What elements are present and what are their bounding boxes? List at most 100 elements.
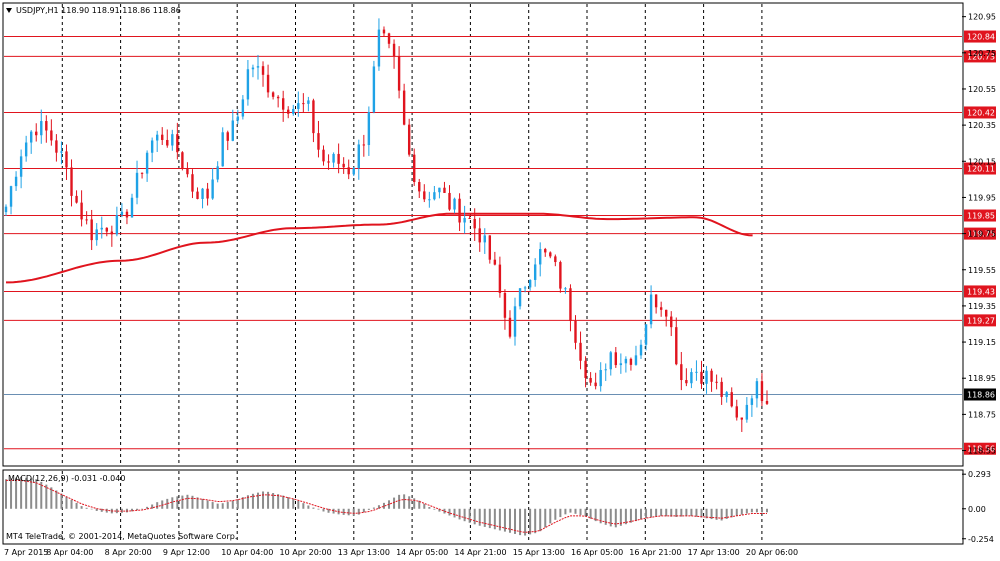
candle-body <box>90 219 93 241</box>
candle-body <box>614 352 618 366</box>
macd-bar <box>655 508 658 517</box>
macd-bar <box>423 503 426 509</box>
candle-body <box>19 156 23 177</box>
macd-bar <box>241 497 244 509</box>
macd-bar <box>130 508 133 512</box>
candle-body <box>95 229 98 241</box>
macd-bar <box>766 508 768 513</box>
macd-bar <box>141 508 144 510</box>
macd-bar <box>534 508 537 534</box>
macd-bar <box>650 508 653 518</box>
macd-bar <box>675 508 678 517</box>
macd-bar <box>710 508 713 520</box>
macd-bar <box>302 503 305 509</box>
candle-body <box>176 134 179 153</box>
price-tick-label: 120.35 <box>968 121 996 130</box>
candle-body <box>760 381 764 402</box>
candle-body <box>665 309 668 317</box>
candle-body <box>634 355 638 365</box>
candle-body <box>619 363 623 366</box>
candle-body <box>574 320 577 343</box>
macd-bar <box>5 479 7 509</box>
candle-body <box>55 140 58 153</box>
price-tick-label: 118.75 <box>968 410 996 419</box>
macd-bar <box>760 508 763 513</box>
macd-bar <box>579 508 582 515</box>
candle-body <box>418 182 421 192</box>
candle-body <box>518 288 522 307</box>
macd-bar <box>186 494 189 509</box>
moving-average <box>6 212 753 284</box>
macd-bar <box>705 508 708 519</box>
candle-body <box>443 187 446 193</box>
candle-body <box>161 134 164 140</box>
candle-body <box>720 381 723 397</box>
macd-bar <box>287 497 290 509</box>
candle-body <box>654 294 658 308</box>
candle-body <box>4 206 8 213</box>
macd-tick-label: 0.00 <box>968 505 986 514</box>
candle-body <box>317 133 320 150</box>
time-tick-label: 7 Apr 2015 <box>4 548 48 557</box>
candle-body <box>468 218 471 220</box>
macd-bar <box>544 508 547 528</box>
candle-body <box>579 342 582 361</box>
macd-bar <box>282 495 285 509</box>
candle-body <box>166 139 169 146</box>
macd-bar <box>382 502 385 509</box>
macd-bar <box>715 508 718 520</box>
candle-body <box>644 324 648 345</box>
candle-body <box>685 380 688 384</box>
candle-body <box>140 172 144 174</box>
candle-body <box>70 167 73 196</box>
macd-bar <box>539 508 542 532</box>
macd-signal-line <box>6 479 767 533</box>
macd-bar <box>85 507 88 509</box>
candle-body <box>181 152 184 169</box>
symbol-header: USDJPY,H1 118.90 118.91 118.86 118.86 <box>16 6 181 15</box>
macd-bar <box>529 508 532 535</box>
macd-bar <box>624 508 627 525</box>
candle-body <box>236 116 240 121</box>
candle-body <box>60 151 63 153</box>
macd-bar <box>680 508 683 517</box>
triangle-down-icon[interactable] <box>6 8 12 13</box>
macd-bar <box>589 508 592 519</box>
candle-body <box>105 227 108 232</box>
macd-bar <box>80 506 83 509</box>
macd-bar <box>181 495 184 509</box>
candle-body <box>171 134 174 146</box>
time-tick-label: 20 Apr 06:00 <box>746 548 798 557</box>
macd-bar <box>75 502 78 509</box>
candle-body <box>191 174 194 192</box>
macd-bar <box>35 479 38 509</box>
macd-bar <box>90 508 93 510</box>
macd-bar <box>171 497 174 509</box>
macd-bar <box>176 496 179 509</box>
candle-body <box>150 140 154 153</box>
main-chart-frame <box>2 2 964 467</box>
macd-bar <box>640 508 643 520</box>
candle-body <box>700 371 703 384</box>
macd-bar <box>262 491 265 509</box>
macd-bar <box>670 508 673 517</box>
candle-body <box>710 370 713 382</box>
macd-bar <box>599 508 602 524</box>
candle-body <box>120 211 124 216</box>
macd-bar <box>629 508 632 523</box>
candle-body <box>675 327 678 365</box>
time-tick-label: 16 Apr 21:00 <box>629 548 681 557</box>
price-tick-label: 118.55 <box>968 447 996 456</box>
candle-body <box>478 228 481 243</box>
candle-body <box>554 256 557 263</box>
candle-body <box>115 215 119 235</box>
candle-body <box>266 74 270 93</box>
time-tick-label: 8 Apr 20:00 <box>105 548 152 557</box>
macd-bar <box>393 497 396 509</box>
price-level-label: 119.27 <box>967 316 995 325</box>
time-tick-label: 9 Apr 12:00 <box>163 548 210 557</box>
macd-bar <box>503 508 506 532</box>
macd-bar <box>735 508 738 516</box>
candle-body <box>362 144 366 146</box>
